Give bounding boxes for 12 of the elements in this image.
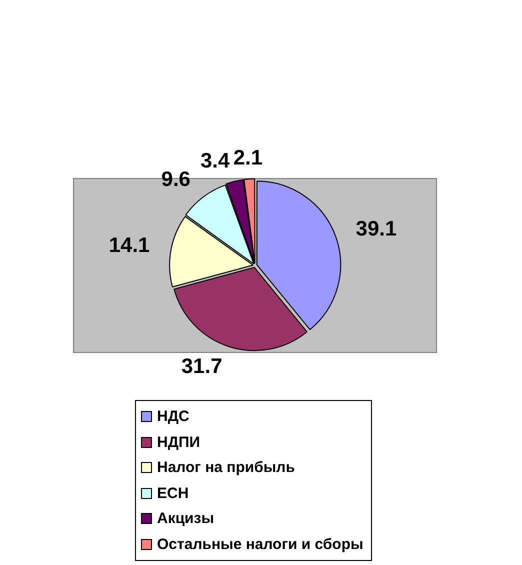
legend-label: Налог на прибыль — [157, 459, 295, 476]
data-label: 3.4 — [200, 149, 230, 172]
legend-label: Акцизы — [157, 510, 214, 528]
legend-label: НДПИ — [157, 434, 200, 451]
data-label: 2.1 — [233, 146, 263, 170]
legend-label: НДС — [157, 408, 190, 426]
legend-label: Остальные налоги и сборы — [157, 536, 364, 553]
data-label: 9.6 — [161, 168, 190, 191]
data-label: 14.1 — [108, 234, 150, 258]
data-label: 39.1 — [356, 217, 397, 240]
data-label: 31.7 — [181, 355, 222, 378]
legend-label: ЕСН — [157, 484, 189, 502]
